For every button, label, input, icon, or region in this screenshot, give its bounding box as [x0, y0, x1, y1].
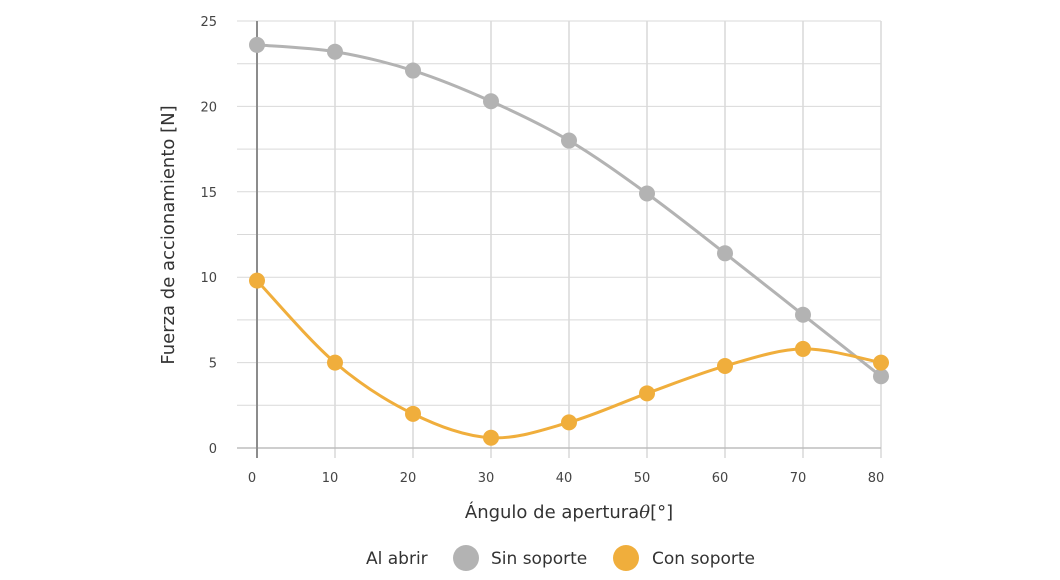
data-point-sin-soporte — [561, 132, 577, 149]
data-point-sin-soporte — [483, 93, 499, 110]
y-tick-label: 25 — [200, 15, 217, 30]
legend-title: Al abrir — [366, 549, 428, 569]
data-point-sin-soporte — [327, 43, 343, 60]
x-tick-label: 20 — [400, 471, 417, 486]
data-point-sin-soporte — [873, 368, 889, 385]
grid — [237, 20, 882, 458]
x-tick-label: 50 — [634, 471, 651, 486]
x-tick-label: 70 — [790, 471, 807, 486]
legend-marker-con-soporte — [613, 545, 639, 571]
x-tick-label: 80 — [868, 471, 885, 486]
y-tick-label: 20 — [200, 100, 217, 115]
data-point-con-soporte — [483, 429, 499, 446]
x-tick-label: 0 — [248, 471, 256, 486]
x-tick-label: 60 — [712, 471, 729, 486]
data-point-con-soporte — [327, 354, 343, 371]
x-tick-label: 30 — [478, 471, 495, 486]
data-point-sin-soporte — [795, 306, 811, 323]
data-point-sin-soporte — [639, 185, 655, 202]
x-tick-label: 10 — [322, 471, 339, 486]
y-tick-label: 5 — [209, 357, 217, 372]
x-tick-labels: 0 10 20 30 40 50 60 70 80 — [248, 471, 884, 486]
legend-marker-sin-soporte — [453, 545, 479, 571]
data-point-con-soporte — [405, 405, 421, 422]
series-points — [249, 36, 889, 446]
legend: Al abrir Sin soporte Con soporte — [366, 545, 755, 571]
data-point-con-soporte — [249, 272, 265, 289]
data-point-con-soporte — [639, 385, 655, 402]
y-tick-label: 15 — [200, 186, 217, 201]
data-point-sin-soporte — [249, 36, 265, 53]
data-point-con-soporte — [795, 340, 811, 357]
y-tick-label: 0 — [209, 442, 217, 457]
y-tick-label: 10 — [200, 271, 217, 286]
axes — [237, 21, 881, 458]
data-point-con-soporte — [717, 358, 733, 375]
data-point-con-soporte — [561, 414, 577, 431]
legend-label-sin-soporte: Sin soporte — [491, 549, 587, 569]
x-axis-title: Ángulo de aperturaθ[°] — [465, 501, 673, 523]
x-tick-label: 40 — [556, 471, 573, 486]
data-point-sin-soporte — [717, 245, 733, 262]
legend-label-con-soporte: Con soporte — [652, 549, 755, 569]
y-tick-labels: 0 5 10 15 20 25 — [200, 15, 217, 457]
y-axis-title: Fuerza de accionamiento [N] — [158, 105, 179, 364]
data-point-con-soporte — [873, 354, 889, 371]
data-point-sin-soporte — [405, 62, 421, 79]
